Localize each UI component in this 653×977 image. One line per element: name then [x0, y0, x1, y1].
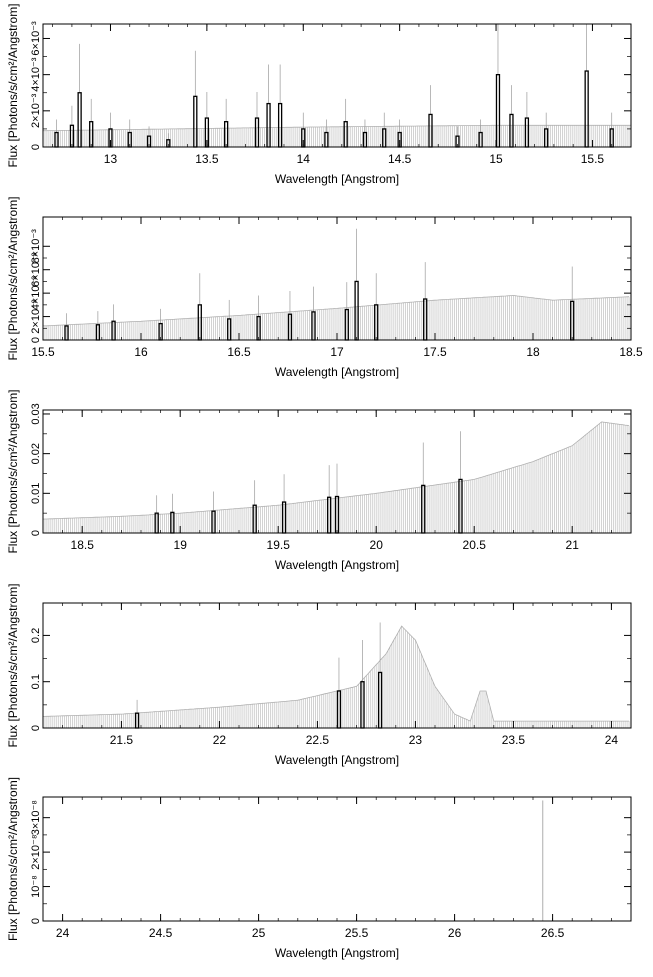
x-tick-label: 26.5: [541, 926, 565, 940]
model-line: [43, 124, 631, 132]
x-tick-label: 25: [252, 926, 266, 940]
model-line: [42, 295, 630, 327]
model-line: [43, 625, 629, 722]
y-tick-label: 4×10⁻³: [30, 276, 42, 311]
x-tick-label: 24.5: [149, 926, 173, 940]
x-tick-label: 22.5: [306, 733, 330, 747]
data-bin: [69, 124, 75, 148]
x-tick-label: 18.5: [619, 345, 643, 359]
data-bin: [478, 131, 483, 148]
x-tick-label: 19: [174, 538, 188, 552]
y-tick-label: 0.02: [30, 443, 42, 464]
y-tick-label: 3×10⁻⁸: [30, 800, 42, 835]
x-tick-label: 13: [104, 152, 118, 166]
x-tick-label: 22: [213, 733, 227, 747]
x-tick-label: 19.5: [267, 538, 291, 552]
y-tick-label: 0: [30, 530, 42, 536]
y-tick-label: 10⁻⁸: [30, 875, 42, 898]
panel-5: 24 24.5 25 25.5 26 26.5 0 10⁻⁸ 2×10⁻⁸3×10⁻⁸ Wavel…: [6, 777, 632, 960]
x-tick-label: 21: [566, 538, 580, 552]
x-tick-label: 26: [448, 926, 462, 940]
x-tick-label: 20: [370, 538, 384, 552]
y-tick-label: 0.2: [30, 628, 42, 643]
data-bin: [343, 121, 348, 148]
x-tick-label: 14: [297, 152, 311, 166]
x-axis-label: Wavelength [Angstrom]: [275, 946, 399, 960]
x-tick-label: 16.5: [227, 345, 251, 359]
data-bin: [362, 131, 368, 148]
x-tick-label: 15: [489, 152, 503, 166]
panel-4: 21.5 22 22.5 23 23.5 24 0 0.1 0.2 Wavelength [Ang…: [6, 583, 632, 767]
y-tick-label: 0: [30, 918, 42, 924]
y-tick-label: 0.03: [30, 403, 42, 424]
x-tick-label: 17: [330, 345, 344, 359]
x-tick-label: 18.5: [71, 538, 95, 552]
x-axis-label: Wavelength [Angstrom]: [275, 365, 399, 379]
x-tick-label: 24: [605, 733, 619, 747]
panel-3: 18.5 19 19.5 20 20.5 21 0 0.01 0.02 0.03 Wavelengt…: [6, 389, 632, 572]
data-bin: [193, 95, 198, 148]
x-tick-label: 21.5: [110, 733, 134, 747]
data-bin: [428, 113, 433, 148]
y-tick-label: 2×10⁻³: [30, 299, 42, 334]
x-tick-label: 23.5: [502, 733, 526, 747]
x-tick-label: 14.5: [388, 152, 412, 166]
y-tick-label: 0.1: [30, 674, 42, 689]
y-tick-label: 0.01: [30, 483, 42, 504]
x-tick-label: 16: [134, 345, 148, 359]
x-axis-label: Wavelength [Angstrom]: [275, 172, 399, 186]
y-tick-label: 8×10⁻³: [30, 229, 42, 264]
y-tick-label: 0: [30, 144, 42, 150]
y-axis-label: Flux [Photons/s/cm²/Angstrom]: [6, 777, 20, 941]
data-bin: [584, 70, 589, 148]
y-tick-label: 4×10⁻³: [30, 57, 42, 92]
plot-frame: [42, 23, 632, 148]
y-axis-label: Flux [Photons/s/cm²/Angstrom]: [6, 583, 20, 747]
x-tick-label: 24: [56, 926, 70, 940]
data-bin: [223, 121, 229, 148]
x-tick-label: 15.5: [581, 152, 605, 166]
panel-1: 13 13.5 14 14.5 15 15.5 0 2×10⁻³4×10⁻³6×10⁻³ Wav…: [6, 3, 632, 186]
x-tick-label: 18: [526, 345, 540, 359]
y-tick-label: 6×10⁻³: [30, 252, 42, 287]
data-bin: [324, 131, 329, 148]
data-bin: [77, 92, 82, 148]
y-tick-label: 0: [30, 725, 42, 731]
y-tick-label: 2×10⁻⁸: [30, 834, 42, 869]
y-axis-label: Flux [Photons/s/cm²/Angstrom]: [6, 389, 20, 553]
y-axis-label: Flux [Photons/s/cm²/Angstrom]: [6, 196, 20, 360]
x-axis-label: Wavelength [Angstrom]: [275, 558, 399, 572]
y-axis-label: Flux [Photons/s/cm²/Angstrom]: [6, 3, 20, 167]
x-tick-label: 17.5: [423, 345, 447, 359]
panel-2: 15.5 16 16.5 17 17.5 18 18.5 0 2×10⁻³4×10⁻³6×10⁻…: [6, 196, 643, 379]
x-axis-label: Wavelength [Angstrom]: [275, 753, 399, 767]
data-bin: [89, 121, 94, 148]
x-tick-label: 23: [409, 733, 423, 747]
x-tick-label: 13.5: [195, 152, 219, 166]
x-tick-label: 15.5: [31, 345, 55, 359]
data-bin: [544, 128, 549, 148]
y-tick-label: 2×10⁻³: [30, 93, 42, 128]
x-tick-label: 20.5: [463, 538, 487, 552]
y-tick-label: 6×10⁻³: [30, 21, 42, 56]
y-tick-label: 0: [30, 337, 42, 343]
x-tick-label: 25.5: [345, 926, 369, 940]
